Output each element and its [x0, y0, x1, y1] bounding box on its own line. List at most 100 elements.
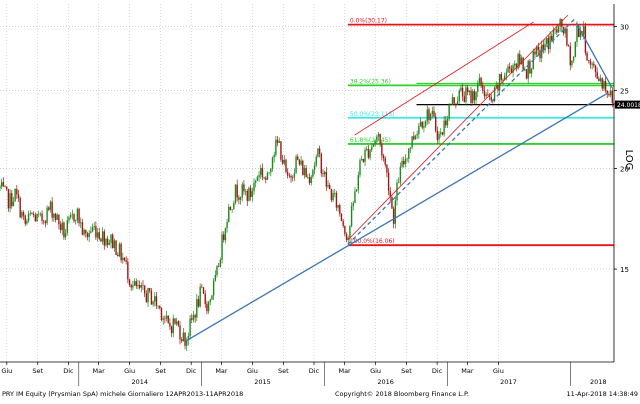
candle-body [411, 136, 413, 148]
candle-body [394, 200, 397, 224]
candle-body [137, 285, 139, 287]
candle-body [290, 176, 292, 178]
candle-body [303, 167, 306, 176]
candle-body [302, 160, 304, 176]
trendline-resistance [575, 22, 613, 88]
candle-body [49, 201, 52, 210]
candle-body [517, 53, 519, 69]
candle-body [514, 63, 516, 66]
candle-body [170, 326, 173, 334]
candle-body [588, 60, 590, 61]
candle-body [76, 208, 79, 221]
candle-body [329, 185, 331, 189]
candle-body [32, 214, 35, 215]
candle-body [189, 318, 191, 337]
candle-body [46, 207, 48, 224]
candle-body [401, 160, 403, 167]
candle-body [525, 69, 528, 79]
candle-body [458, 90, 460, 102]
candle-body [381, 143, 383, 156]
candle-body [337, 205, 339, 208]
candle-body [423, 126, 425, 128]
candle-body [450, 104, 452, 106]
candle-body [366, 148, 368, 150]
candle-body [270, 168, 272, 173]
candle-body [265, 178, 267, 180]
x-tick-label: Giu [247, 367, 258, 375]
candle-body [604, 81, 607, 91]
y-axis-label: LOG [623, 150, 634, 171]
candle-body [266, 172, 269, 180]
candle-body [73, 214, 75, 222]
candle-body [292, 177, 294, 179]
candle-body [475, 91, 477, 101]
candle-body [376, 136, 378, 141]
candle-body [286, 171, 289, 176]
candle-body [295, 156, 297, 174]
candle-body [599, 78, 602, 82]
candle-body [106, 238, 109, 245]
candle-body [187, 336, 190, 341]
candle-body [91, 227, 94, 232]
candle-body [483, 90, 486, 97]
candle-body [551, 35, 553, 41]
candle-body [125, 260, 127, 262]
candle-body [330, 188, 333, 201]
candle-body [389, 190, 391, 198]
candle-body [473, 91, 476, 101]
candle-body [234, 184, 237, 204]
candle-body [542, 44, 545, 51]
candle-body [93, 226, 95, 228]
candle-body [118, 243, 121, 257]
candle-body [180, 339, 183, 342]
trendline-support [347, 16, 577, 245]
candle-body [261, 168, 264, 178]
candle-body [39, 213, 42, 215]
x-tick-label: Dic [432, 367, 443, 375]
candle-body [142, 284, 144, 286]
candle-body [108, 243, 111, 245]
candle-body [352, 202, 354, 207]
candle-body [80, 222, 82, 224]
candle-body [443, 120, 445, 135]
candle-body [431, 111, 434, 114]
candle-body [278, 141, 280, 143]
candle-body [441, 132, 444, 135]
candle-body [64, 232, 67, 238]
candle-body [509, 66, 511, 69]
candle-body [192, 315, 195, 320]
candle-body [591, 63, 593, 65]
candle-body [169, 323, 171, 327]
candle-body [152, 301, 154, 305]
candle-body [165, 315, 168, 319]
candle-body [354, 191, 356, 203]
candle-body [339, 205, 341, 214]
fib-level-label: 50.0%(23.115) [350, 111, 395, 118]
candle-body [249, 187, 252, 197]
candle-body [372, 143, 375, 147]
candle-body [71, 214, 74, 215]
candle-body [419, 121, 422, 127]
candle-body [530, 68, 533, 74]
candle-body [83, 230, 85, 235]
candle-body [159, 305, 161, 309]
candle-body [305, 167, 307, 178]
candle-body [561, 19, 563, 27]
x-tick-label: Mar [338, 367, 351, 375]
x-tick-label: Set [155, 367, 166, 375]
candle-body [557, 26, 560, 33]
candle-body [135, 281, 137, 287]
candle-body [226, 221, 228, 229]
candle-body [204, 293, 206, 304]
candle-body [392, 208, 395, 224]
fib-level-label: 61.8%(21.45) [350, 137, 391, 144]
candle-body [424, 121, 427, 127]
candle-body [19, 198, 21, 218]
candle-body [386, 164, 388, 173]
y-tick-label: 30 [620, 24, 629, 32]
candle-body [433, 111, 435, 117]
candle-body [26, 220, 28, 224]
candle-body [382, 155, 385, 159]
candle-body [598, 78, 600, 82]
candle-body [572, 57, 575, 61]
